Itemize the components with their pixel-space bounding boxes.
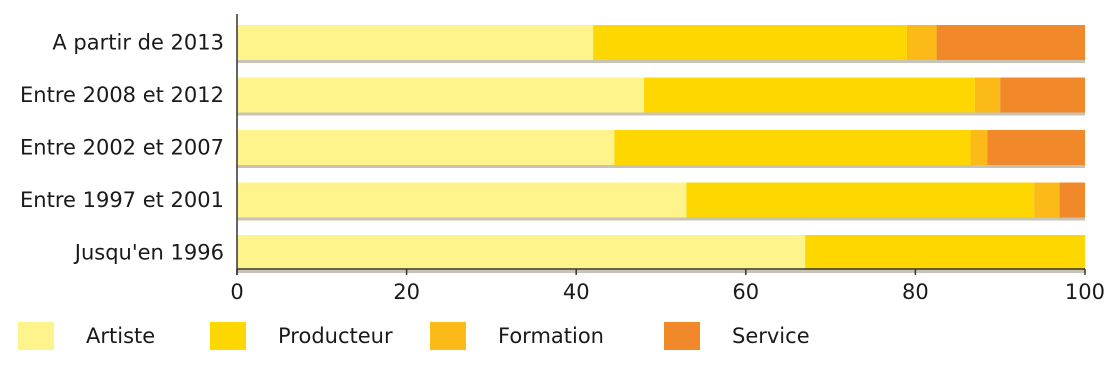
category-label: Jusqu'en 1996 [73,241,224,265]
x-tick-label: 0 [230,280,243,304]
bar-segment-artiste [237,130,615,165]
bar-segment-formation [974,77,1001,113]
bar-segment-producteur [614,130,971,165]
legend-label: Service [732,324,810,348]
legend-label: Artiste [86,324,156,348]
legend-item-artiste: Artiste [18,316,155,356]
x-tick-label: 20 [393,280,420,304]
bar-segment-producteur [644,77,975,113]
bar-shadow [237,216,1085,221]
bar-segment-artiste [237,235,806,270]
stacked-bar-chart: A partir de 2013 Entre 2008 et 2012 Entre … [20,14,1105,304]
category-label: Entre 2002 et 2007 [20,136,224,160]
legend: Artiste Producteur Formation Service [0,316,1114,366]
category-label: Entre 1997 et 2001 [20,188,224,212]
bar-segment-formation [970,130,988,165]
category-label: A partir de 2013 [52,31,224,55]
legend-swatch [430,322,466,350]
bar-segment-formation [1034,182,1060,218]
bar-segment-service [1059,182,1085,218]
legend-swatch [664,322,700,350]
bar-segment-artiste [237,182,687,218]
bar-segment-formation [906,25,937,60]
bar-segment-artiste [237,25,594,60]
x-tick-label: 60 [732,280,759,304]
category-label: Entre 2008 et 2012 [20,83,224,107]
legend-label: Producteur [278,324,393,348]
bar-shadow [237,59,1085,63]
legend-item-formation: Formation [430,316,604,356]
legend-item-service: Service [664,316,810,356]
category-labels: A partir de 2013 Entre 2008 et 2012 Entre … [20,31,224,265]
x-tick-label: 100 [1065,280,1105,304]
bar-shadow [237,269,1085,273]
bar-segment-producteur [805,235,1085,270]
legend-item-producteur: Producteur [210,316,393,356]
x-tick-label: 80 [902,280,929,304]
bar-shadow [237,164,1085,168]
bar-shadow [237,111,1085,116]
bar-segment-service [1000,77,1085,113]
bar-segment-producteur [593,25,907,60]
bar-segment-producteur [686,182,1035,218]
bar-segment-artiste [237,77,645,113]
legend-swatch [18,322,54,350]
bar-segment-service [987,130,1085,165]
legend-swatch [210,322,246,350]
x-tick-label: 40 [563,280,590,304]
bar-segment-service [936,25,1085,60]
legend-label: Formation [498,324,604,348]
x-axis-ticks: 0 20 40 60 80 100 [230,269,1105,304]
bars-group [237,25,1085,273]
